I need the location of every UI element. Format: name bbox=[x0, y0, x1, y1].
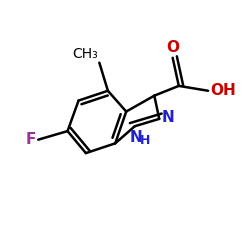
Text: H: H bbox=[140, 134, 150, 146]
Text: OH: OH bbox=[210, 83, 236, 98]
Text: N: N bbox=[130, 130, 142, 145]
Text: O: O bbox=[166, 40, 179, 55]
Text: N: N bbox=[162, 110, 174, 125]
Text: F: F bbox=[26, 132, 36, 147]
Text: CH₃: CH₃ bbox=[72, 48, 98, 62]
